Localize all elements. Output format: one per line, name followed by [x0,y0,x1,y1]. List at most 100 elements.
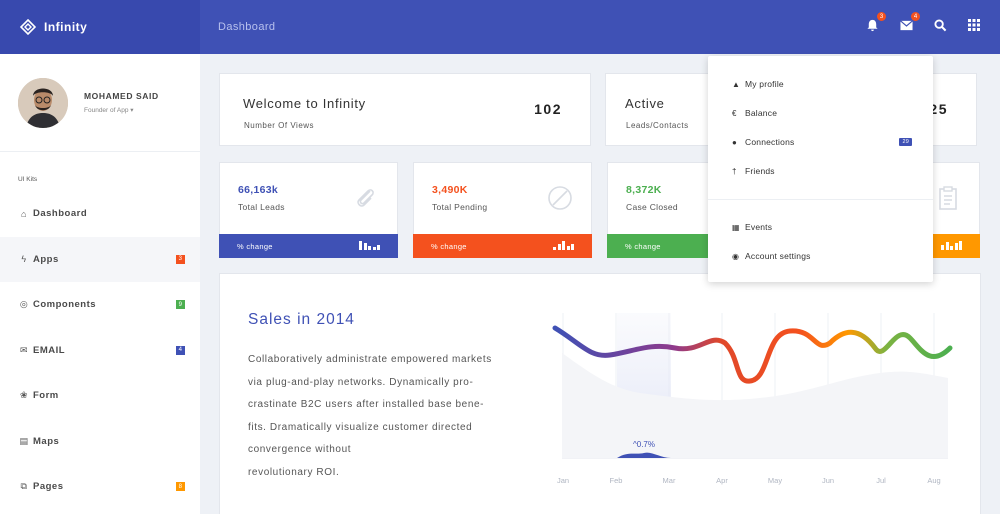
sidebar-item-badge: 3 [176,254,185,264]
dropdown-divider [708,199,933,200]
chart-mini-wave [617,452,671,458]
sales-line: convergence without [248,444,352,455]
views-count: 102 [534,101,562,117]
chart-annotation: ^0.7% [633,440,655,449]
avatar[interactable] [18,77,68,128]
sales-line: revolutionary ROI. [248,466,340,478]
user-icon: ▲ [732,79,741,89]
x-tick-label: Mar [663,476,676,485]
mini-bar-chart [359,241,380,250]
sidebar: MOHAMED SAID Founder of App ▾ UI Kits ⌂ D… [0,54,200,514]
dropdown-item-my-profile[interactable]: ▲ My profile [732,79,912,89]
dropdown-item-label: My profile [745,79,784,89]
sidebar-item-label: Components [33,299,97,311]
sales-line-chart: ^0.7% Jan Feb Mar Apr May Jun Jul Aug [552,313,953,485]
sales-description: Collaboratively administrate empowered m… [248,349,533,484]
sidebar-item-maps[interactable]: ▤ Maps [0,419,200,465]
dropdown-item-label: Account settings [745,251,811,261]
sales-title: Sales in 2014 [248,311,355,328]
notifications-badge: 3 [877,12,886,21]
sidebar-item-label: Maps [33,435,60,447]
x-tick-label: Feb [610,476,623,485]
sidebar-item-badge: 4 [176,345,185,355]
profile-name: MOHAMED SAID [84,91,159,101]
sidebar-item-badge: 8 [176,482,185,492]
lifebuoy-icon: ◉ [732,251,740,261]
sidebar-item-label: Form [33,390,59,402]
dropdown-item-connections[interactable]: ● Connections 29 [732,137,912,147]
sales-line: fits. Dramatically visualize customer di… [248,421,473,433]
stat-card-pending: 3,490K Total Pending % change [413,162,592,258]
x-tick-label: Aug [927,476,940,485]
sidebar-item-label: EMAIL [33,344,66,356]
bell-icon[interactable]: 3 [864,12,886,33]
envelope-icon[interactable]: 4 [898,12,920,33]
top-navbar: Dashboard 3 4 [200,0,1000,54]
components-icon: ◎ [19,299,29,310]
messages-badge: 4 [911,12,920,21]
sales-line: via plug-and-play networks. Dynamically … [248,376,474,388]
calendar-icon: ▦ [732,222,740,232]
dropdown-item-label: Friends [745,166,775,176]
breadcrumb[interactable]: Dashboard [218,21,276,33]
dropdown-item-account-settings[interactable]: ◉ Account settings [732,251,912,261]
stat-card-leads: 66,163k Total Leads % change [219,162,398,258]
x-axis-labels: Jan Feb Mar Apr May Jun Jul Aug [557,476,941,485]
active-title: Active [625,96,665,111]
pages-icon: ⧉ [20,481,28,492]
profile-panel: MOHAMED SAID Founder of App ▾ [0,54,200,152]
stat-label: Total Pending [432,202,488,212]
dropdown-item-friends[interactable]: † Friends [732,166,912,176]
sidebar-item-components[interactable]: ◎ Components 9 [0,282,200,328]
search-icon[interactable] [932,17,948,33]
bolt-icon: ϟ [21,254,27,265]
welcome-card: Welcome to Infinity Number Of Views 102 [219,73,591,146]
dropdown-item-label: Connections [745,137,795,147]
x-tick-label: May [768,476,782,485]
active-subtitle: Leads/Contacts [626,121,689,130]
stat-value: 66,163k [238,184,279,196]
dropdown-item-label: Balance [745,108,778,118]
stat-change-bar: % change [219,234,398,258]
stat-change-label: % change [237,241,273,251]
sidebar-item-badge: 9 [176,300,185,310]
stat-label: Case Closed [626,202,678,212]
sidebar-item-apps[interactable]: ϟ Apps 3 [0,236,200,282]
sidebar-item-label: Dashboard [33,208,88,220]
map-icon: ▤ [19,435,29,446]
connections-badge: 29 [899,138,912,146]
stat-value: 3,490K [432,184,468,196]
sidebar-item-pages[interactable]: ⧉ Pages 8 [0,464,200,510]
sales-line: Collaboratively administrate empowered m… [248,354,492,365]
profile-role-dropdown[interactable]: Founder of App ▾ [84,107,134,114]
sidebar-item-form[interactable]: ❀ Form [0,373,200,419]
x-tick-label: Jun [822,476,834,485]
x-tick-label: Apr [716,476,728,485]
active-count: 25 [929,101,948,117]
grid-icon[interactable] [966,17,982,33]
dropdown-item-balance[interactable]: € Balance [732,108,912,118]
dropdown-item-label: Events [745,222,773,232]
dropdown-item-events[interactable]: ▦ Events [732,222,912,232]
sidebar-item-email[interactable]: ✉ EMAIL 4 [0,328,200,374]
sidebar-item-label: Apps [33,253,59,265]
stat-change-label: % change [431,241,467,251]
chart-area-shadow [562,353,948,458]
envelope-icon: ✉ [19,344,29,355]
x-tick-label: Jan [557,476,569,485]
euro-icon: € [732,108,737,118]
brand-name: Infinity [44,20,88,34]
stat-label: Total Leads [238,202,285,212]
sales-series-line [552,325,953,384]
sidebar-item-dashboard[interactable]: ⌂ Dashboard [0,191,200,237]
welcome-title: Welcome to Infinity [243,96,366,111]
brand[interactable]: Infinity [0,0,200,54]
mini-bar-chart [553,241,574,250]
mini-bar-chart [941,241,962,250]
home-icon: ⌂ [21,208,27,219]
x-tick-label: Jul [876,476,886,485]
stat-change-bar: % change [413,234,592,258]
globe-icon: ● [732,137,738,147]
profile-dropdown-menu: ▲ My profile € Balance ● Connections 29 † Friend… [708,56,933,282]
sidebar-item-label: Pages [33,481,64,493]
